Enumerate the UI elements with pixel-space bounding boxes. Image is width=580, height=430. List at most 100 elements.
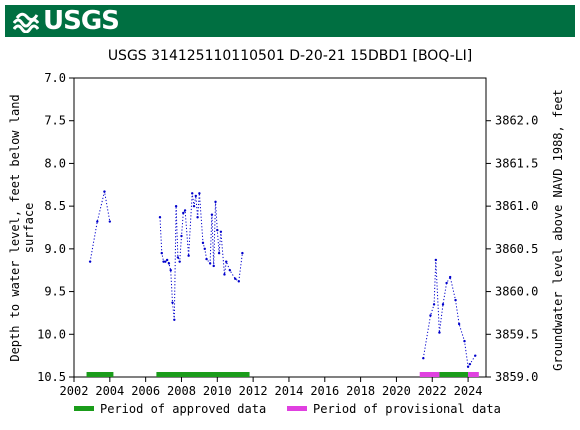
data-point — [466, 365, 470, 368]
data-point — [445, 281, 448, 285]
data-point — [164, 260, 167, 263]
data-point — [187, 254, 190, 257]
data-point — [162, 260, 165, 263]
data-point — [191, 192, 194, 195]
usgs-banner: USGS — [5, 5, 575, 37]
data-point — [208, 262, 212, 265]
y-right-tick-label: 3860.5 — [495, 242, 538, 256]
data-point — [241, 251, 244, 255]
data-point — [234, 277, 237, 280]
data-point — [182, 211, 185, 215]
series-points — [88, 190, 477, 369]
legend-swatch — [74, 406, 94, 411]
data-point — [108, 220, 112, 223]
data-point — [176, 256, 180, 259]
y-axis-right-label: Groundwater level above NAVD 1988, feet — [551, 89, 565, 371]
y-right-tick-label: 3860.0 — [495, 285, 538, 299]
x-ticks: 2002 2004 2006 2008 2010 2012 2014 2016 2018 2020… — [60, 377, 483, 398]
x-tick-label: 2012 — [239, 384, 268, 398]
y-right-tick-label: 3859.5 — [495, 327, 538, 341]
plot-frame — [73, 77, 487, 378]
data-point — [454, 298, 457, 302]
data-point — [96, 220, 99, 223]
data-point — [219, 230, 223, 233]
data-point — [432, 303, 436, 306]
y-left-tick-label: 7.5 — [44, 114, 66, 128]
y-axis-left-label-2: surface — [22, 203, 36, 254]
data-point — [178, 260, 181, 263]
data-point — [434, 258, 438, 262]
y-right-tick-label: 3861.5 — [495, 156, 538, 170]
x-tick-label: 2020 — [382, 384, 411, 398]
x-tick-label: 2016 — [310, 384, 339, 398]
data-point — [183, 209, 187, 212]
x-tick-label: 2002 — [60, 384, 89, 398]
period-bars — [86, 372, 479, 377]
data-point — [192, 204, 196, 208]
x-tick-label: 2024 — [454, 384, 483, 398]
series-line — [89, 191, 111, 262]
period-bar-provisional — [468, 372, 479, 377]
y-left-tick-label: 8.0 — [44, 156, 66, 170]
y-axis-left-label: Depth to water level, feet below land — [8, 94, 22, 361]
y-left-tick-label: 9.0 — [44, 242, 66, 256]
data-point — [223, 273, 226, 276]
x-tick-label: 2022 — [418, 384, 447, 398]
usgs-logo-text: USGS — [43, 6, 120, 36]
data-point — [438, 331, 441, 334]
y-right-tick-label: 3861.0 — [495, 199, 538, 213]
data-point — [422, 357, 425, 360]
legend-swatch — [287, 406, 307, 411]
data-point — [228, 269, 232, 272]
usgs-wave-icon — [13, 9, 39, 33]
data-point — [210, 213, 214, 216]
x-tick-label: 2004 — [95, 384, 124, 398]
x-tick-label: 2006 — [131, 384, 160, 398]
period-bar-approved — [86, 372, 114, 377]
x-tick-label: 2014 — [275, 384, 304, 398]
data-point — [173, 318, 176, 321]
data-point — [457, 322, 461, 326]
data-point — [196, 216, 199, 219]
series-line — [422, 259, 476, 369]
data-point — [237, 280, 240, 283]
legend: Period of approved data Period of provisi… — [74, 402, 501, 416]
y-right-ticks: 3862.0 3861.5 3861.0 3860.5 3860.0 3859.5 3859… — [486, 114, 538, 384]
period-bar-approved — [156, 372, 250, 377]
data-point — [194, 194, 198, 198]
data-point — [441, 303, 445, 306]
y-left-tick-label: 8.5 — [44, 199, 66, 213]
data-point — [212, 264, 215, 268]
chart-title: USGS 314125110110501 D-20-21 15DBD1 [BOQ… — [108, 48, 472, 64]
data-point — [474, 354, 477, 357]
y-right-tick-label: 3862.0 — [495, 114, 538, 128]
data-point — [88, 260, 92, 263]
x-tick-label: 2018 — [346, 384, 375, 398]
data-point — [225, 260, 228, 263]
y-right-tick-label: 3859.0 — [495, 370, 538, 384]
x-tick-label: 2008 — [167, 384, 196, 398]
data-point — [169, 269, 172, 272]
y-left-tick-label: 10.5 — [37, 370, 66, 384]
legend-label: Period of provisional data — [313, 402, 501, 416]
usgs-logo: USGS — [13, 5, 120, 37]
data-point — [468, 362, 472, 366]
period-bar-provisional — [419, 372, 440, 377]
x-tick-label: 2010 — [203, 384, 232, 398]
data-point — [174, 204, 178, 208]
y-left-tick-label: 9.5 — [44, 285, 66, 299]
y-left-ticks: 7.0 7.5 8.0 8.5 9.0 9.5 10.0 10.5 — [37, 71, 74, 384]
data-point — [158, 216, 162, 219]
data-point — [217, 251, 221, 255]
data-point — [216, 228, 219, 232]
data-point — [205, 257, 208, 261]
data-point — [429, 314, 432, 317]
data-point — [448, 275, 452, 279]
legend-label: Period of approved data — [100, 402, 266, 416]
data-point — [160, 251, 163, 255]
data-point — [214, 200, 217, 204]
data-point — [167, 262, 171, 265]
period-bar-approved — [439, 372, 469, 377]
y-left-tick-label: 7.0 — [44, 71, 66, 85]
